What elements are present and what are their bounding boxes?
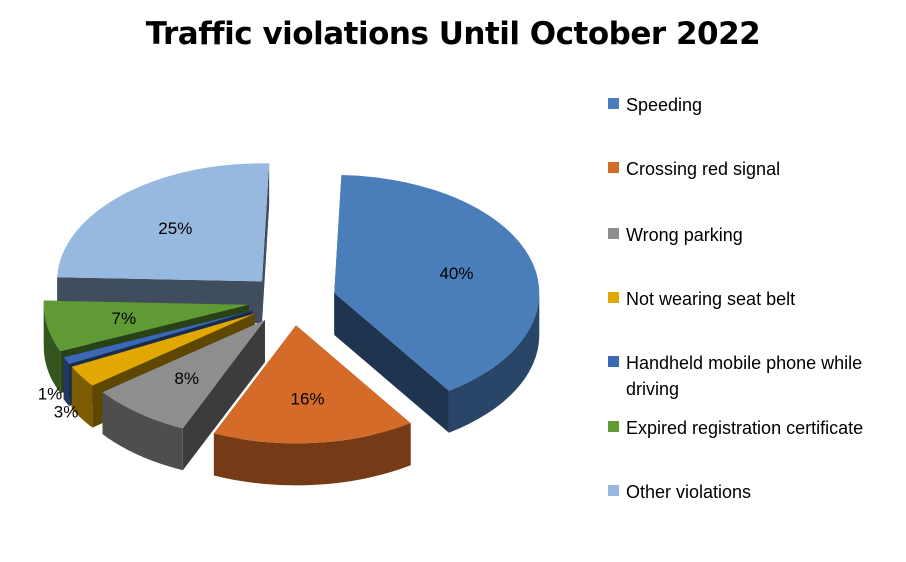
data-label-handheld-mobile-phone-while-driving: 1% [38, 384, 63, 403]
legend-swatch [608, 98, 619, 109]
slice-other-violations [57, 163, 270, 282]
slice-side-wrong-parking [102, 392, 183, 471]
slice-expired-registration-certificate [43, 300, 249, 352]
slice-wall-other-violations-end [261, 163, 270, 324]
data-label-speeding: 40% [439, 264, 473, 283]
legend-swatch [608, 356, 619, 367]
legend-item-wrong-parking: Wrong parking [608, 222, 896, 248]
data-label-wrong-parking: 8% [174, 369, 199, 388]
data-label-other-violations: 25% [158, 219, 192, 238]
legend-item-expired-registration-certificate: Expired registration certificate [608, 415, 896, 441]
legend-label: Other violations [626, 482, 752, 502]
slice-wall-not-wearing-seat-belt-end [71, 313, 255, 409]
slice-side-expired-registration-certificate [43, 304, 61, 394]
legend-swatch [608, 228, 619, 239]
slice-wall-speeding-end [334, 292, 449, 433]
legend-item-speeding: Speeding [608, 92, 896, 118]
legend-label: Crossing red signal [626, 159, 781, 179]
slice-side-not-wearing-seat-belt [71, 366, 93, 428]
slice-speeding [334, 175, 540, 391]
legend-item-not-wearing-seat-belt: Not wearing seat belt [608, 286, 896, 312]
legend-label: Expired registration certificate [626, 418, 864, 438]
slice-side-handheld-mobile-phone-while-driving [63, 357, 70, 406]
slice-wrong-parking [102, 320, 265, 429]
data-label-not-wearing-seat-belt: 3% [54, 402, 79, 421]
data-label-expired-registration-certificate: 7% [112, 309, 137, 328]
slice-handheld-mobile-phone-while-driving [63, 310, 253, 364]
legend-swatch [608, 421, 619, 432]
legend-label: Handheld mobile phone while driving [626, 353, 863, 399]
slice-crossing-red-signal [213, 325, 411, 444]
slice-not-wearing-seat-belt [71, 313, 255, 386]
legend-label: Wrong parking [626, 225, 743, 245]
legend-label: Not wearing seat belt [626, 289, 796, 309]
slice-side-speeding [448, 292, 540, 433]
data-label-crossing-red-signal: 16% [290, 389, 324, 408]
legend-label: Speeding [626, 95, 703, 115]
slice-side-crossing-red-signal [213, 423, 411, 486]
legend-item-other-violations: Other violations [608, 479, 896, 505]
legend-swatch [608, 485, 619, 496]
legend-swatch [608, 162, 619, 173]
legend-item-crossing-red-signal: Crossing red signal [608, 156, 896, 182]
legend-item-handheld-mobile-phone-while-driving: Handheld mobile phone while driving [608, 350, 896, 402]
legend-swatch [608, 292, 619, 303]
chart-title: Traffic violations Until October 2022 [145, 16, 761, 52]
